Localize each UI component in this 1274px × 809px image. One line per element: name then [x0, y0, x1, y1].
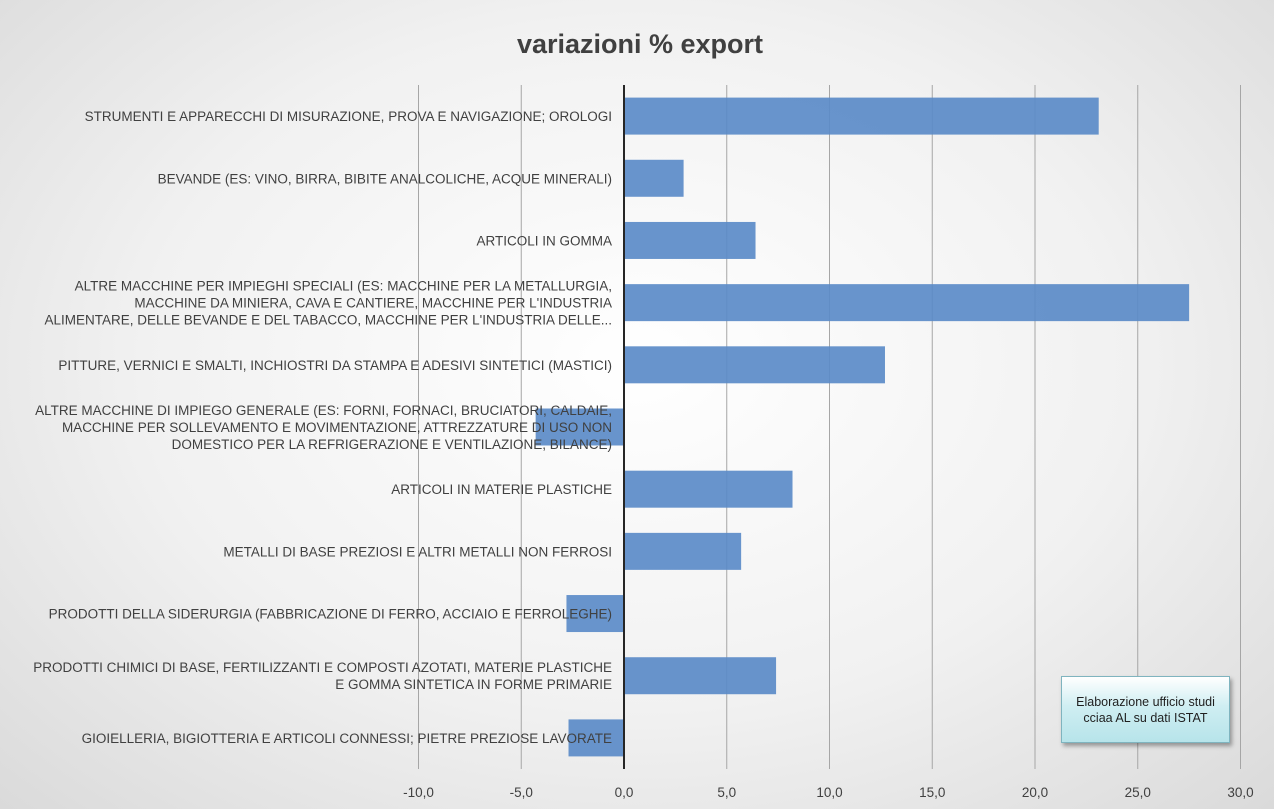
category-label: ALTRE MACCHINE DI IMPIEGO GENERALE (ES: … [35, 403, 612, 452]
x-tick-label: -5,0 [510, 785, 533, 800]
category-label-line: STRUMENTI E APPARECCHI DI MISURAZIONE, P… [85, 109, 612, 124]
source-note: Elaborazione ufficio studi cciaa AL su d… [1061, 676, 1230, 743]
category-label: STRUMENTI E APPARECCHI DI MISURAZIONE, P… [85, 109, 612, 124]
source-note-text: Elaborazione ufficio studi cciaa AL su d… [1076, 694, 1215, 725]
category-label: PRODOTTI CHIMICI DI BASE, FERTILIZZANTI … [33, 660, 612, 692]
bars [535, 97, 1190, 757]
x-tick-label: 20,0 [1022, 785, 1048, 800]
bar [624, 346, 885, 384]
category-label: GIOIELLERIA, BIGIOTTERIA E ARTICOLI CONN… [82, 731, 612, 746]
x-tick-label: 25,0 [1125, 785, 1151, 800]
chart-title: variazioni % export [517, 29, 763, 59]
category-label-line: METALLI DI BASE PREZIOSI E ALTRI METALLI… [223, 544, 612, 559]
category-label-line: MACCHINE PER SOLLEVAMENTO E MOVIMENTAZIO… [62, 420, 612, 435]
category-label: ARTICOLI IN MATERIE PLASTICHE [391, 482, 612, 497]
x-tick-label: 10,0 [816, 785, 842, 800]
bar [568, 719, 624, 757]
gridlines [418, 85, 1241, 769]
category-label-line: E GOMMA SINTETICA IN FORME PRIMARIE [335, 677, 612, 692]
category-label-line: ALIMENTARE, DELLE BEVANDE E DEL TABACCO,… [45, 313, 612, 328]
x-tick-label: 15,0 [919, 785, 945, 800]
category-label: ARTICOLI IN GOMMA [476, 233, 612, 248]
bar [624, 657, 777, 695]
category-label-line: PITTURE, VERNICI E SMALTI, INCHIOSTRI DA… [58, 358, 612, 373]
category-label-line: ALTRE MACCHINE DI IMPIEGO GENERALE (ES: … [35, 403, 612, 418]
category-label-line: PRODOTTI CHIMICI DI BASE, FERTILIZZANTI … [33, 660, 612, 675]
category-label: ALTRE MACCHINE PER IMPIEGHI SPECIALI (ES… [45, 279, 612, 328]
category-label-line: BEVANDE (ES: VINO, BIRRA, BIBITE ANALCOL… [158, 171, 612, 186]
category-label-line: GIOIELLERIA, BIGIOTTERIA E ARTICOLI CONN… [82, 731, 612, 746]
category-label-line: MACCHINE DA MINIERA, CAVA E CANTIERE, MA… [134, 296, 612, 311]
bar [624, 221, 756, 259]
bar [535, 408, 624, 446]
category-label: PITTURE, VERNICI E SMALTI, INCHIOSTRI DA… [58, 358, 612, 373]
bar [624, 532, 742, 570]
bar [624, 159, 684, 197]
x-tick-label: 5,0 [717, 785, 736, 800]
category-labels: STRUMENTI E APPARECCHI DI MISURAZIONE, P… [33, 109, 612, 746]
bar [624, 284, 1190, 322]
x-tick-label: 0,0 [615, 785, 634, 800]
x-tick-label: 30,0 [1227, 785, 1253, 800]
x-axis-tick-labels: -10,0 -5,0 0,0 5,0 10,0 15,0 20,0 25,0 30,0 [403, 785, 1254, 800]
bar [624, 470, 793, 508]
category-label-line: ALTRE MACCHINE PER IMPIEGHI SPECIALI (ES… [75, 279, 612, 294]
category-label: BEVANDE (ES: VINO, BIRRA, BIBITE ANALCOL… [158, 171, 612, 186]
bar [566, 595, 624, 633]
category-label: METALLI DI BASE PREZIOSI E ALTRI METALLI… [223, 544, 612, 559]
category-label: PRODOTTI DELLA SIDERURGIA (FABBRICAZIONE… [49, 607, 612, 622]
x-tick-label: -10,0 [403, 785, 434, 800]
category-label-line: ARTICOLI IN GOMMA [476, 233, 612, 248]
category-label-line: PRODOTTI DELLA SIDERURGIA (FABBRICAZIONE… [49, 607, 612, 622]
category-label-line: ARTICOLI IN MATERIE PLASTICHE [391, 482, 612, 497]
category-label-line: DOMESTICO PER LA REFRIGERAZIONE E VENTIL… [172, 437, 612, 452]
bar [624, 97, 1099, 135]
